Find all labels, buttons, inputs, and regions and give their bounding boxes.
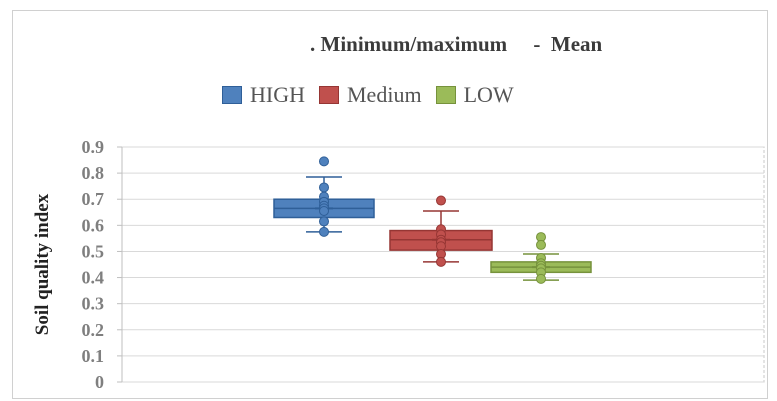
legend: HIGH Medium LOW bbox=[222, 80, 528, 110]
y-tick-label: 0.8 bbox=[82, 163, 105, 183]
legend-item-high: HIGH bbox=[222, 82, 305, 108]
data-point-high bbox=[319, 205, 329, 216]
legend-item-medium: Medium bbox=[319, 82, 422, 108]
y-axis-label: Soil quality index bbox=[32, 193, 53, 335]
legend-item-low: LOW bbox=[435, 82, 514, 108]
legend-swatch-high bbox=[222, 86, 242, 104]
data-point-low bbox=[536, 239, 546, 250]
data-point-high bbox=[319, 182, 329, 193]
y-tick-label: 0.1 bbox=[82, 346, 105, 366]
y-tick-label: 0.5 bbox=[82, 241, 105, 261]
data-point-medium bbox=[436, 256, 446, 267]
y-tick-label: 0.6 bbox=[82, 215, 105, 235]
chart-frame bbox=[12, 10, 768, 399]
data-point-medium bbox=[436, 195, 446, 206]
legend-swatch-medium bbox=[319, 86, 339, 104]
legend-label-high: HIGH bbox=[250, 82, 305, 107]
y-tick-label: 0.7 bbox=[82, 189, 105, 209]
y-tick-label: 0 bbox=[95, 372, 104, 392]
chart-header: . Minimum/maximum - Mean bbox=[310, 32, 603, 56]
data-point-high bbox=[319, 226, 329, 237]
legend-label-low: LOW bbox=[463, 82, 514, 107]
y-tick-label: 0.4 bbox=[82, 268, 105, 288]
data-point-high bbox=[319, 216, 329, 227]
data-point-high bbox=[319, 156, 329, 167]
y-tick-label: 0.9 bbox=[82, 137, 105, 157]
legend-swatch-low bbox=[435, 86, 456, 104]
legend-label-medium: Medium bbox=[347, 82, 422, 107]
y-tick-label: 0.2 bbox=[82, 320, 105, 340]
y-tick-label: 0.3 bbox=[82, 294, 105, 314]
data-point-low bbox=[536, 273, 546, 284]
